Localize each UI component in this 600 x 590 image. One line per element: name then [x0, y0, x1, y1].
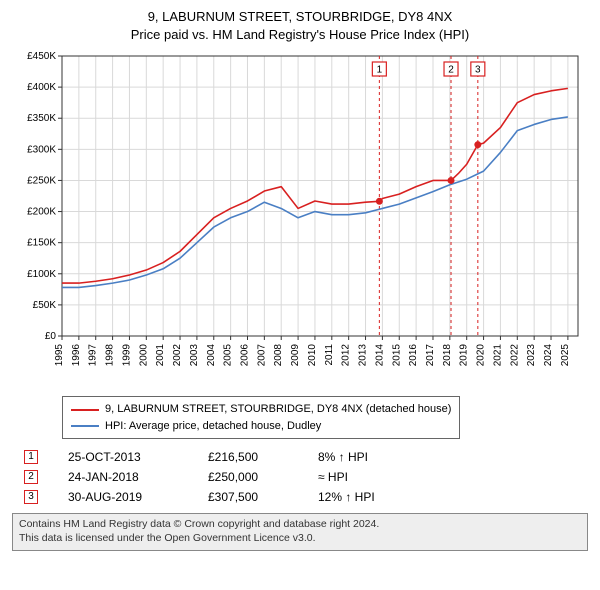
svg-text:2008: 2008 [273, 344, 284, 367]
svg-text:2022: 2022 [509, 344, 520, 367]
svg-text:2023: 2023 [526, 344, 537, 367]
title-line-1: 9, LABURNUM STREET, STOURBRIDGE, DY8 4NX [12, 8, 588, 26]
legend-swatch [71, 409, 99, 411]
sale-row: 2 24-JAN-2018 £250,000 ≈ HPI [24, 467, 588, 487]
sale-date: 30-AUG-2019 [68, 490, 178, 504]
plot-area: £0 £50K £100K £150K £200K £250K £300K £350K £400… [12, 50, 588, 390]
legend: 9, LABURNUM STREET, STOURBRIDGE, DY8 4NX… [62, 396, 460, 439]
svg-text:1998: 1998 [105, 344, 116, 367]
chart-title: 9, LABURNUM STREET, STOURBRIDGE, DY8 4NX… [12, 8, 588, 44]
svg-text:£350K: £350K [27, 114, 56, 125]
chart-container: 9, LABURNUM STREET, STOURBRIDGE, DY8 4NX… [0, 0, 600, 559]
svg-text:2002: 2002 [172, 344, 183, 367]
svg-text:2005: 2005 [223, 344, 234, 367]
svg-text:2017: 2017 [425, 344, 436, 367]
sale-marker-box: 3 [24, 490, 38, 504]
svg-text:2013: 2013 [358, 344, 369, 367]
title-line-2: Price paid vs. HM Land Registry's House … [12, 26, 588, 44]
svg-text:1997: 1997 [88, 344, 99, 367]
svg-text:2004: 2004 [206, 344, 217, 367]
legend-label: 9, LABURNUM STREET, STOURBRIDGE, DY8 4NX… [105, 401, 451, 418]
svg-text:1995: 1995 [54, 344, 65, 367]
legend-item: HPI: Average price, detached house, Dudl… [71, 418, 451, 435]
sales-table: 1 25-OCT-2013 £216,500 8% ↑ HPI 2 24-JAN-2018… [24, 447, 588, 507]
footer-attribution: Contains HM Land Registry data © Crown c… [12, 513, 588, 550]
svg-text:2: 2 [448, 65, 454, 76]
svg-text:2003: 2003 [189, 344, 200, 367]
line-chart-svg: £0 £50K £100K £150K £200K £250K £300K £350K £400… [12, 50, 588, 390]
sale-row: 3 30-AUG-2019 £307,500 12% ↑ HPI [24, 487, 588, 507]
sale-marker-box: 2 [24, 470, 38, 484]
legend-item: 9, LABURNUM STREET, STOURBRIDGE, DY8 4NX… [71, 401, 451, 418]
svg-text:2015: 2015 [391, 344, 402, 367]
svg-text:2010: 2010 [307, 344, 318, 367]
svg-text:2006: 2006 [239, 344, 250, 367]
footer-line-2: This data is licensed under the Open Gov… [19, 532, 581, 546]
svg-text:2011: 2011 [324, 344, 335, 366]
sale-price: £250,000 [208, 470, 288, 484]
svg-text:£250K: £250K [27, 176, 56, 187]
svg-text:£450K: £450K [27, 51, 56, 62]
svg-text:2000: 2000 [138, 344, 149, 367]
svg-text:2009: 2009 [290, 344, 301, 367]
svg-text:2019: 2019 [459, 344, 470, 367]
footer-line-1: Contains HM Land Registry data © Crown c… [19, 518, 581, 532]
svg-text:£400K: £400K [27, 82, 56, 93]
svg-text:2012: 2012 [341, 344, 352, 367]
svg-text:2014: 2014 [374, 344, 385, 367]
svg-text:1999: 1999 [121, 344, 132, 367]
sale-row: 1 25-OCT-2013 £216,500 8% ↑ HPI [24, 447, 588, 467]
svg-text:£0: £0 [45, 331, 57, 342]
svg-text:£300K: £300K [27, 145, 56, 156]
svg-text:2007: 2007 [256, 344, 267, 367]
sale-date: 24-JAN-2018 [68, 470, 178, 484]
svg-text:2024: 2024 [543, 344, 554, 367]
legend-label: HPI: Average price, detached house, Dudl… [105, 418, 321, 435]
sale-marker-box: 1 [24, 450, 38, 464]
sale-price: £216,500 [208, 450, 288, 464]
svg-text:£200K: £200K [27, 207, 56, 218]
svg-text:2001: 2001 [155, 344, 166, 367]
sale-delta: ≈ HPI [318, 470, 418, 484]
svg-text:2020: 2020 [476, 344, 487, 367]
svg-text:£100K: £100K [27, 269, 56, 280]
svg-text:£50K: £50K [33, 300, 57, 311]
svg-text:2025: 2025 [560, 344, 571, 367]
svg-text:1996: 1996 [71, 344, 82, 367]
legend-swatch [71, 425, 99, 427]
svg-text:£150K: £150K [27, 238, 56, 249]
sale-price: £307,500 [208, 490, 288, 504]
sale-delta: 8% ↑ HPI [318, 450, 418, 464]
svg-text:3: 3 [475, 65, 481, 76]
svg-text:2021: 2021 [492, 344, 503, 367]
sale-delta: 12% ↑ HPI [318, 490, 418, 504]
svg-text:1: 1 [377, 65, 383, 76]
svg-text:2016: 2016 [408, 344, 419, 367]
svg-text:2018: 2018 [442, 344, 453, 367]
sale-date: 25-OCT-2013 [68, 450, 178, 464]
